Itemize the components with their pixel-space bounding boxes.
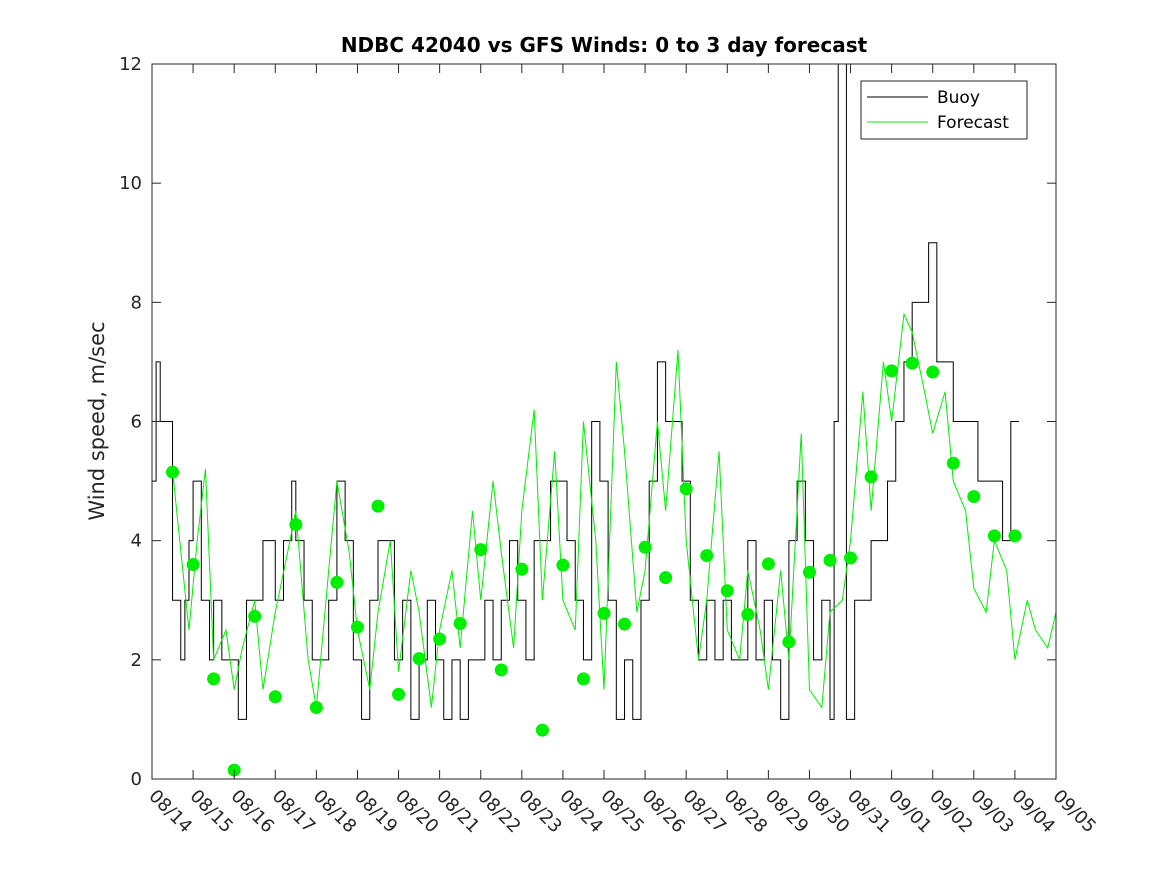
- y-tick-label: 4: [131, 531, 142, 552]
- x-tick-label: 08/19: [350, 786, 402, 838]
- forecast-marker: [741, 608, 755, 622]
- forecast-marker: [638, 540, 652, 554]
- forecast-marker: [186, 558, 200, 571]
- forecast-marker: [700, 549, 714, 563]
- forecast-marker: [248, 609, 262, 623]
- forecast-marker: [474, 543, 488, 557]
- x-tick-label: 09/05: [1048, 786, 1100, 838]
- x-tick-label: 08/24: [555, 786, 607, 838]
- series-layer: [152, 63, 1057, 720]
- x-tick-label: 09/02: [925, 786, 977, 838]
- x-tick-label: 08/22: [473, 786, 525, 838]
- tick-layer: 02468101208/1408/1508/1608/1708/1808/190…: [119, 54, 1100, 837]
- forecast-marker: [350, 620, 364, 634]
- x-tick-label: 08/15: [186, 786, 238, 838]
- x-tick-label: 08/27: [679, 786, 731, 838]
- buoy-series-line: [152, 63, 1020, 720]
- y-tick-label: 12: [119, 54, 142, 75]
- forecast-marker: [864, 470, 878, 484]
- y-tick-label: 10: [119, 173, 142, 194]
- x-tick-label: 08/26: [638, 786, 690, 838]
- plot-frame: [151, 63, 1057, 780]
- x-tick-label: 08/29: [761, 786, 813, 838]
- forecast-marker: [309, 701, 323, 714]
- forecast-marker: [720, 584, 734, 598]
- forecast-marker: [412, 652, 426, 666]
- forecast-marker: [330, 575, 344, 589]
- chart-title: NDBC 42040 vs GFS Winds: 0 to 3 day fore…: [341, 33, 868, 57]
- forecast-marker: [207, 672, 221, 686]
- forecast-marker: [371, 499, 385, 513]
- forecast-marker: [535, 723, 549, 737]
- forecast-marker: [761, 557, 775, 571]
- x-tick-label: 08/28: [720, 786, 772, 838]
- forecast-marker: [289, 518, 303, 532]
- forecast-marker: [905, 356, 919, 370]
- x-tick-label: 09/01: [884, 786, 936, 838]
- forecast-marker: [268, 690, 282, 704]
- forecast-marker: [166, 465, 180, 479]
- x-tick-label: 08/31: [843, 786, 895, 838]
- forecast-marker: [782, 635, 796, 649]
- legend-buoy-label: Buoy: [937, 88, 980, 108]
- y-tick-label: 0: [131, 769, 142, 790]
- legend-box: [860, 80, 1028, 140]
- forecast-marker: [802, 565, 816, 579]
- x-tick-label: 08/17: [268, 786, 320, 838]
- legend: Buoy Forecast: [860, 80, 1028, 140]
- forecast-marker: [946, 456, 960, 470]
- forecast-marker: [618, 617, 632, 631]
- forecast-marker: [1008, 529, 1022, 543]
- x-tick-label: 08/18: [309, 786, 361, 838]
- x-tick-label: 08/16: [227, 786, 279, 838]
- forecast-marker: [844, 551, 858, 565]
- x-tick-label: 08/25: [596, 786, 648, 838]
- forecast-marker: [556, 558, 570, 572]
- forecast-marker: [453, 616, 467, 630]
- x-tick-label: 08/20: [391, 786, 443, 838]
- forecast-marker: [679, 482, 693, 496]
- forecast-marker: [494, 663, 508, 677]
- y-tick-label: 6: [131, 412, 142, 433]
- x-tick-label: 08/30: [802, 786, 854, 838]
- y-axis-label: Wind speed, m/sec: [85, 321, 109, 520]
- forecast-marker: [597, 606, 611, 620]
- legend-forecast-label: Forecast: [937, 113, 1009, 133]
- y-tick-label: 2: [131, 650, 142, 671]
- forecast-marker: [392, 687, 406, 701]
- forecast-marker: [515, 562, 529, 576]
- forecast-marker: [823, 553, 837, 567]
- y-tick-label: 8: [131, 292, 142, 313]
- forecast-series-line: [172, 312, 1057, 709]
- forecast-marker: [967, 490, 981, 504]
- forecast-marker: [433, 632, 447, 646]
- forecast-marker: [885, 364, 899, 378]
- x-tick-label: 08/21: [432, 786, 484, 838]
- forecast-marker-layer: [166, 356, 1022, 777]
- x-tick-label: 09/04: [1007, 786, 1059, 838]
- forecast-marker: [576, 672, 590, 686]
- forecast-marker: [987, 529, 1001, 543]
- x-tick-label: 09/03: [966, 786, 1018, 838]
- forecast-marker: [926, 365, 940, 379]
- x-tick-label: 08/14: [144, 786, 196, 838]
- forecast-marker: [659, 571, 673, 585]
- x-tick-label: 08/23: [514, 786, 566, 838]
